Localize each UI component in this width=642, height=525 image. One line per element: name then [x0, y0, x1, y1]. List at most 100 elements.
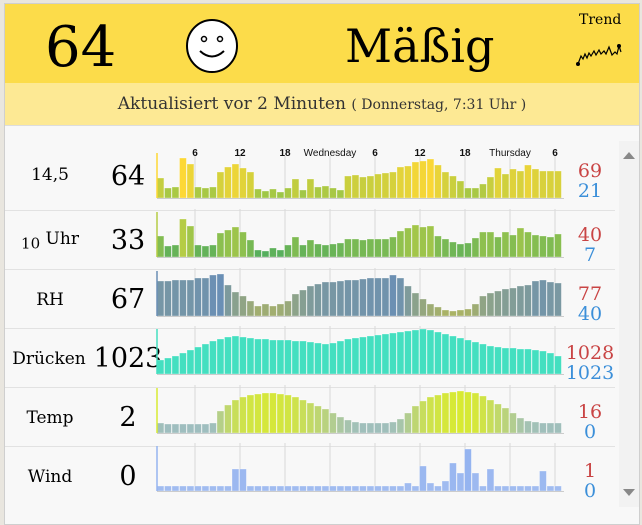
chart-bar [479, 183, 487, 199]
chart-bar [239, 396, 247, 434]
chart-bar [464, 448, 472, 492]
scrollbar[interactable] [619, 141, 639, 507]
chart-bar [396, 230, 405, 258]
chart-bar [261, 190, 270, 199]
time-tick-label: 12 [414, 148, 426, 159]
chart-bar [209, 422, 217, 434]
chart-bar [389, 332, 397, 375]
chart-bar [359, 239, 367, 258]
chart-bar [336, 189, 345, 199]
chart-bar [269, 339, 277, 375]
chart-bar [411, 224, 420, 258]
chart-bar [164, 187, 172, 199]
chart-bar [179, 352, 187, 375]
chart-bar [239, 336, 247, 375]
chart-bar [516, 348, 525, 375]
chart-bar [411, 405, 420, 434]
chart-bar [261, 250, 270, 258]
triangle-up-icon[interactable] [623, 152, 635, 159]
chart-bar [171, 244, 180, 258]
chart-bar [186, 349, 195, 375]
row-value: 1023 [93, 343, 163, 374]
chart-bar [246, 300, 255, 317]
chart-bar [539, 170, 547, 199]
chart-bar [344, 419, 352, 434]
chart-bar [464, 308, 472, 317]
chart-bar [171, 279, 180, 317]
chart-bar [179, 423, 187, 434]
chart-bar [554, 485, 562, 492]
time-tick-label: 6 [372, 148, 378, 159]
chart-bar [411, 485, 420, 492]
trend-label[interactable]: Trend [579, 12, 622, 28]
chart-bar [501, 288, 510, 317]
chart-bar [246, 171, 255, 199]
chart-bar [479, 231, 487, 258]
smiley-icon [186, 19, 238, 73]
chart-bar [516, 485, 525, 492]
chart-bar [449, 241, 457, 258]
triangle-down-icon[interactable] [623, 489, 635, 496]
chart-bar [291, 485, 300, 492]
row-pm10: 10 Uhr 33 40 7 [5, 211, 615, 270]
chart-bar [531, 349, 540, 375]
chart-bar [546, 170, 555, 199]
chart-bar [224, 166, 232, 199]
chart-bar [291, 396, 300, 434]
row-wind: Wind 0 1 0 [5, 447, 615, 505]
chart-bar [261, 485, 270, 492]
chart-bar [464, 391, 472, 434]
chart-bar [479, 295, 487, 317]
chart-bar [261, 338, 270, 375]
chart-bar [291, 236, 300, 258]
chart-bar [284, 339, 292, 375]
chart-bar [441, 171, 450, 199]
chart-bar [186, 225, 195, 258]
chart-bar [486, 468, 495, 492]
time-tick-label: 18 [459, 148, 471, 159]
chart-bar [171, 355, 180, 375]
chart-bar [314, 485, 322, 492]
chart-bar [276, 303, 285, 317]
row-value: 0 [119, 461, 137, 492]
chart-bar [306, 402, 315, 434]
trend-sparkline-icon[interactable] [575, 42, 625, 70]
chart-bar [336, 340, 345, 375]
chart-bar [201, 187, 210, 199]
chart-bar [389, 485, 397, 492]
chart-bar [351, 238, 360, 258]
chart-bar [269, 392, 277, 434]
row-label: Temp [26, 408, 74, 428]
chart-bar [351, 174, 360, 199]
chart-bar [321, 408, 330, 434]
chart-bar [441, 238, 450, 258]
chart-bar [231, 163, 240, 199]
chart-bar [509, 287, 517, 317]
chart-bar [509, 485, 517, 492]
row-value: 2 [119, 402, 137, 433]
chart-bar [351, 421, 360, 434]
chart-bar [291, 178, 300, 199]
chart-bar [396, 277, 405, 317]
chart-bar [336, 485, 345, 492]
chart-bar [156, 422, 165, 434]
chart-bar [381, 238, 390, 258]
chart-bar [434, 306, 442, 317]
update-banner: Aktualisiert vor 2 Minuten ( Donnerstag,… [5, 83, 639, 126]
chart-bar [284, 485, 292, 492]
chart-bar [171, 485, 180, 492]
chart-bar [261, 303, 270, 317]
chart-bar [419, 328, 427, 375]
chart-bar [164, 357, 172, 375]
chart-bar [449, 310, 457, 317]
chart-bar [374, 334, 382, 375]
chart-bar [479, 395, 487, 434]
chart-bar [231, 399, 240, 434]
row-label-sub: 10 [21, 234, 41, 253]
chart-bar [209, 186, 217, 199]
chart-bar [224, 229, 232, 258]
chart-bar [419, 298, 427, 317]
chart-bar [426, 303, 435, 317]
header: 64 Mäßig Trend [5, 4, 639, 83]
chart-bar [231, 468, 240, 492]
